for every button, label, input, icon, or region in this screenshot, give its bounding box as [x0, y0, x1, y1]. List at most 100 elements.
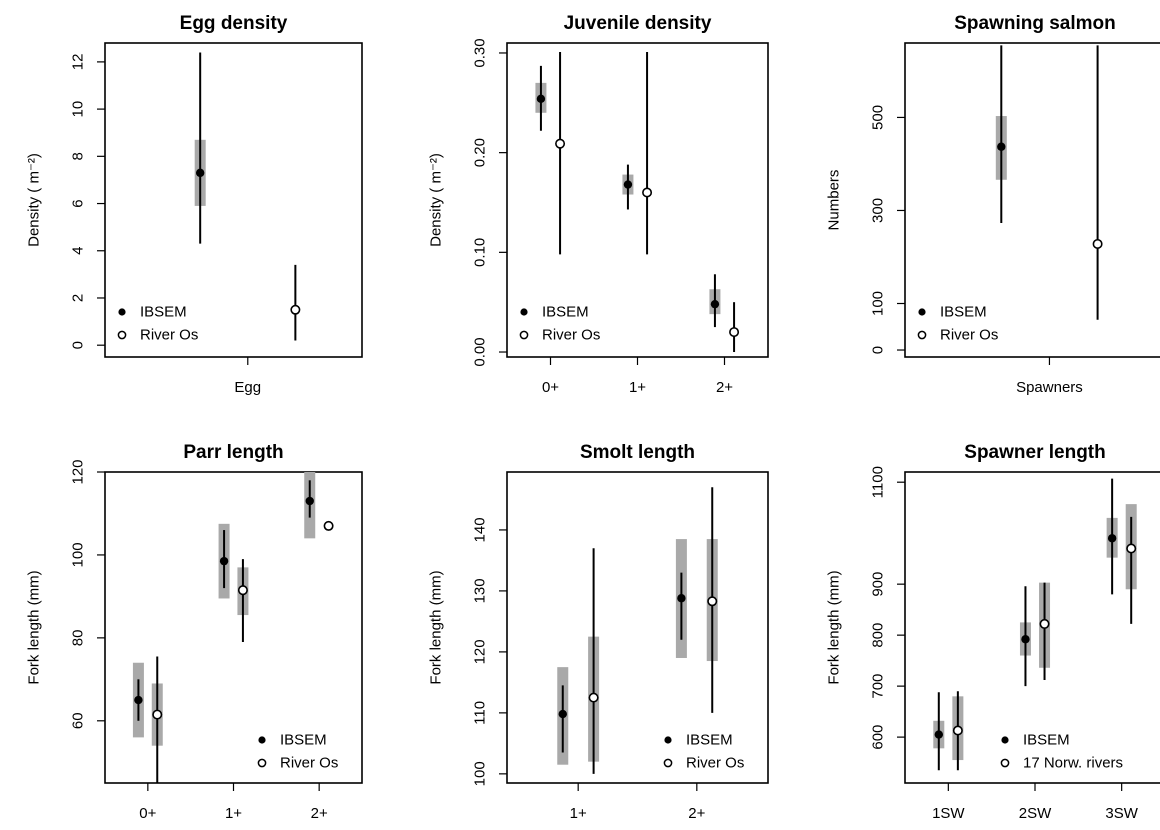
y-tick-label: 800 — [870, 623, 887, 648]
legend-marker-filled — [118, 308, 126, 316]
legend-label: 17 Norw. rivers — [1023, 755, 1123, 772]
y-tick-label: 700 — [870, 674, 887, 699]
legend-label: River Os — [940, 327, 998, 344]
series-observed — [555, 51, 740, 353]
x-tick-label: 0+ — [139, 805, 156, 822]
y-tick-label: 1100 — [870, 466, 887, 498]
data-point — [729, 327, 740, 338]
legend-marker-open — [917, 330, 927, 340]
series-ibsem — [535, 65, 721, 328]
legend-label: River Os — [686, 755, 744, 772]
series-observed — [1092, 45, 1103, 320]
panel-4: Parr length 60 80 100 120 Fork length (mm) 0+ 1… — [26, 442, 363, 822]
data-point — [1092, 238, 1103, 249]
y-tick-label: 100 — [870, 291, 887, 316]
panel-title: Spawner length — [964, 442, 1105, 463]
data-point — [1039, 618, 1050, 629]
y-tick-label: 0 — [70, 341, 87, 349]
y-tick-label: 8 — [70, 152, 87, 160]
y-tick-label: 140 — [472, 517, 489, 542]
legend: IBSEM River Os — [117, 304, 198, 344]
y-tick-label: 80 — [70, 630, 87, 647]
legend-label: IBSEM — [280, 732, 327, 749]
y-axis-label: Density ( m⁻²) — [428, 153, 445, 247]
data-point — [555, 138, 566, 149]
data-point — [677, 594, 686, 603]
y-tick-label: 6 — [70, 199, 87, 207]
legend-marker-open — [1000, 758, 1010, 768]
data-point — [195, 168, 205, 178]
panel-3: Spawning salmon 0 100 300 500 Numbers Spawners… — [826, 13, 1160, 396]
panel-2: Juvenile density 0.00 0.10 0.20 0.30 Density … — [428, 13, 769, 396]
legend: IBSEM 17 Norw. rivers — [1000, 732, 1123, 772]
data-point — [707, 596, 718, 607]
data-point — [134, 695, 143, 705]
series-ibsem — [132, 472, 316, 738]
y-tick-label: 500 — [870, 105, 887, 130]
y-tick-label: 10 — [70, 101, 87, 118]
panel-1: Egg density 0 2 4 6 8 10 12 Density ( m⁻²) Egg IBS… — [26, 13, 363, 396]
data-point — [997, 142, 1006, 151]
data-point — [588, 692, 599, 703]
legend-marker-open — [663, 758, 673, 768]
y-tick-label: 0.10 — [472, 238, 489, 267]
panel-title: Parr length — [183, 442, 283, 463]
x-axis-label: Egg — [234, 379, 261, 396]
y-tick-label: 2 — [70, 294, 87, 302]
data-point — [952, 725, 963, 736]
series-ibsem — [933, 478, 1118, 771]
y-tick-label: 120 — [472, 639, 489, 664]
legend-marker-filled — [1001, 736, 1009, 744]
x-tick-label: 1+ — [225, 805, 242, 822]
legend-marker-open — [257, 758, 267, 768]
data-point — [323, 520, 334, 531]
panel-6: Spawner length 600 700 800 900 1100 Fork lengt… — [826, 442, 1160, 822]
legend-label: IBSEM — [542, 304, 589, 321]
plot-frame — [104, 42, 363, 358]
plot-frame — [904, 42, 1160, 358]
legend-marker-open — [117, 330, 127, 340]
series-observed — [588, 487, 718, 774]
legend-marker-filled — [520, 308, 528, 316]
panel-title: Smolt length — [580, 442, 695, 463]
x-tick-label: 3SW — [1105, 805, 1138, 822]
x-tick-label: 2+ — [688, 805, 705, 822]
legend-label: IBSEM — [940, 304, 987, 321]
legend-label: River Os — [542, 327, 600, 344]
x-tick-label: 1+ — [629, 379, 646, 396]
data-point — [642, 187, 653, 198]
legend: IBSEM River Os — [663, 732, 744, 772]
data-point — [536, 94, 546, 104]
y-axis-label: Fork length (mm) — [826, 570, 843, 684]
series-observed — [952, 504, 1137, 771]
data-point — [1021, 635, 1030, 644]
data-point — [710, 299, 720, 309]
x-tick-label: 0+ — [542, 379, 559, 396]
y-tick-label: 100 — [70, 542, 87, 567]
panel-title: Juvenile density — [564, 13, 712, 34]
legend-marker-filled — [918, 308, 926, 316]
data-point — [305, 496, 314, 506]
y-tick-label: 0.30 — [472, 38, 489, 67]
panel-5: Smolt length 100 110 120 130 140 Fork length (… — [428, 442, 769, 822]
y-tick-label: 110 — [472, 701, 489, 725]
data-point — [1107, 534, 1117, 543]
x-tick-label: 2SW — [1019, 805, 1052, 822]
y-tick-label: 0 — [870, 346, 887, 354]
legend-marker-open — [519, 330, 529, 340]
legend-marker-filled — [258, 736, 266, 744]
y-axis-label: Density ( m⁻²) — [26, 153, 43, 247]
x-tick-label: 2+ — [311, 805, 328, 822]
y-tick-label: 130 — [472, 578, 489, 603]
y-axis-label: Fork length (mm) — [26, 570, 43, 684]
x-tick-label: 2+ — [716, 379, 733, 396]
y-tick-label: 600 — [870, 725, 887, 750]
y-axis-label: Fork length (mm) — [428, 570, 445, 684]
legend-label: River Os — [140, 327, 198, 344]
legend: IBSEM River Os — [257, 732, 338, 772]
x-axis-label: Spawners — [1016, 379, 1083, 396]
panel-title: Egg density — [180, 13, 288, 34]
y-tick-label: 0.20 — [472, 138, 489, 167]
y-tick-label: 0.00 — [472, 337, 489, 366]
